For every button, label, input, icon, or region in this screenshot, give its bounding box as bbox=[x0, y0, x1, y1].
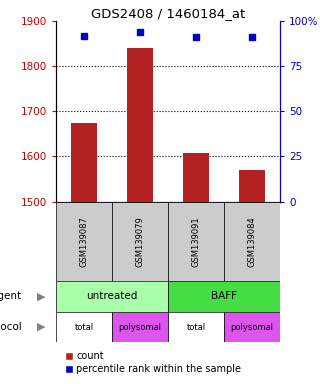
Bar bbox=[56, 281, 168, 312]
Bar bbox=[127, 48, 153, 202]
Bar bbox=[168, 202, 224, 281]
Bar bbox=[56, 202, 112, 281]
Text: total: total bbox=[187, 323, 205, 331]
Bar bbox=[112, 312, 168, 343]
Text: polysomal: polysomal bbox=[230, 323, 274, 331]
Text: ▶: ▶ bbox=[37, 291, 46, 301]
Bar bbox=[112, 202, 168, 281]
Title: GDS2408 / 1460184_at: GDS2408 / 1460184_at bbox=[91, 7, 245, 20]
Legend: count, percentile rank within the sample: count, percentile rank within the sample bbox=[61, 347, 245, 378]
Bar bbox=[168, 281, 280, 312]
Bar bbox=[168, 312, 224, 343]
Text: BAFF: BAFF bbox=[211, 291, 237, 301]
Text: GSM139091: GSM139091 bbox=[191, 216, 201, 266]
Bar bbox=[71, 122, 97, 202]
Text: untreated: untreated bbox=[86, 291, 138, 301]
Bar bbox=[239, 170, 265, 202]
Bar bbox=[224, 312, 280, 343]
Text: ▶: ▶ bbox=[37, 322, 46, 332]
Bar bbox=[56, 312, 112, 343]
Bar bbox=[224, 202, 280, 281]
Text: total: total bbox=[75, 323, 93, 331]
Text: GSM139084: GSM139084 bbox=[247, 216, 257, 266]
Text: GSM139079: GSM139079 bbox=[135, 216, 145, 266]
Text: agent: agent bbox=[0, 291, 21, 301]
Bar bbox=[183, 153, 209, 202]
Text: protocol: protocol bbox=[0, 322, 21, 332]
Text: polysomal: polysomal bbox=[118, 323, 162, 331]
Text: GSM139087: GSM139087 bbox=[79, 216, 89, 267]
